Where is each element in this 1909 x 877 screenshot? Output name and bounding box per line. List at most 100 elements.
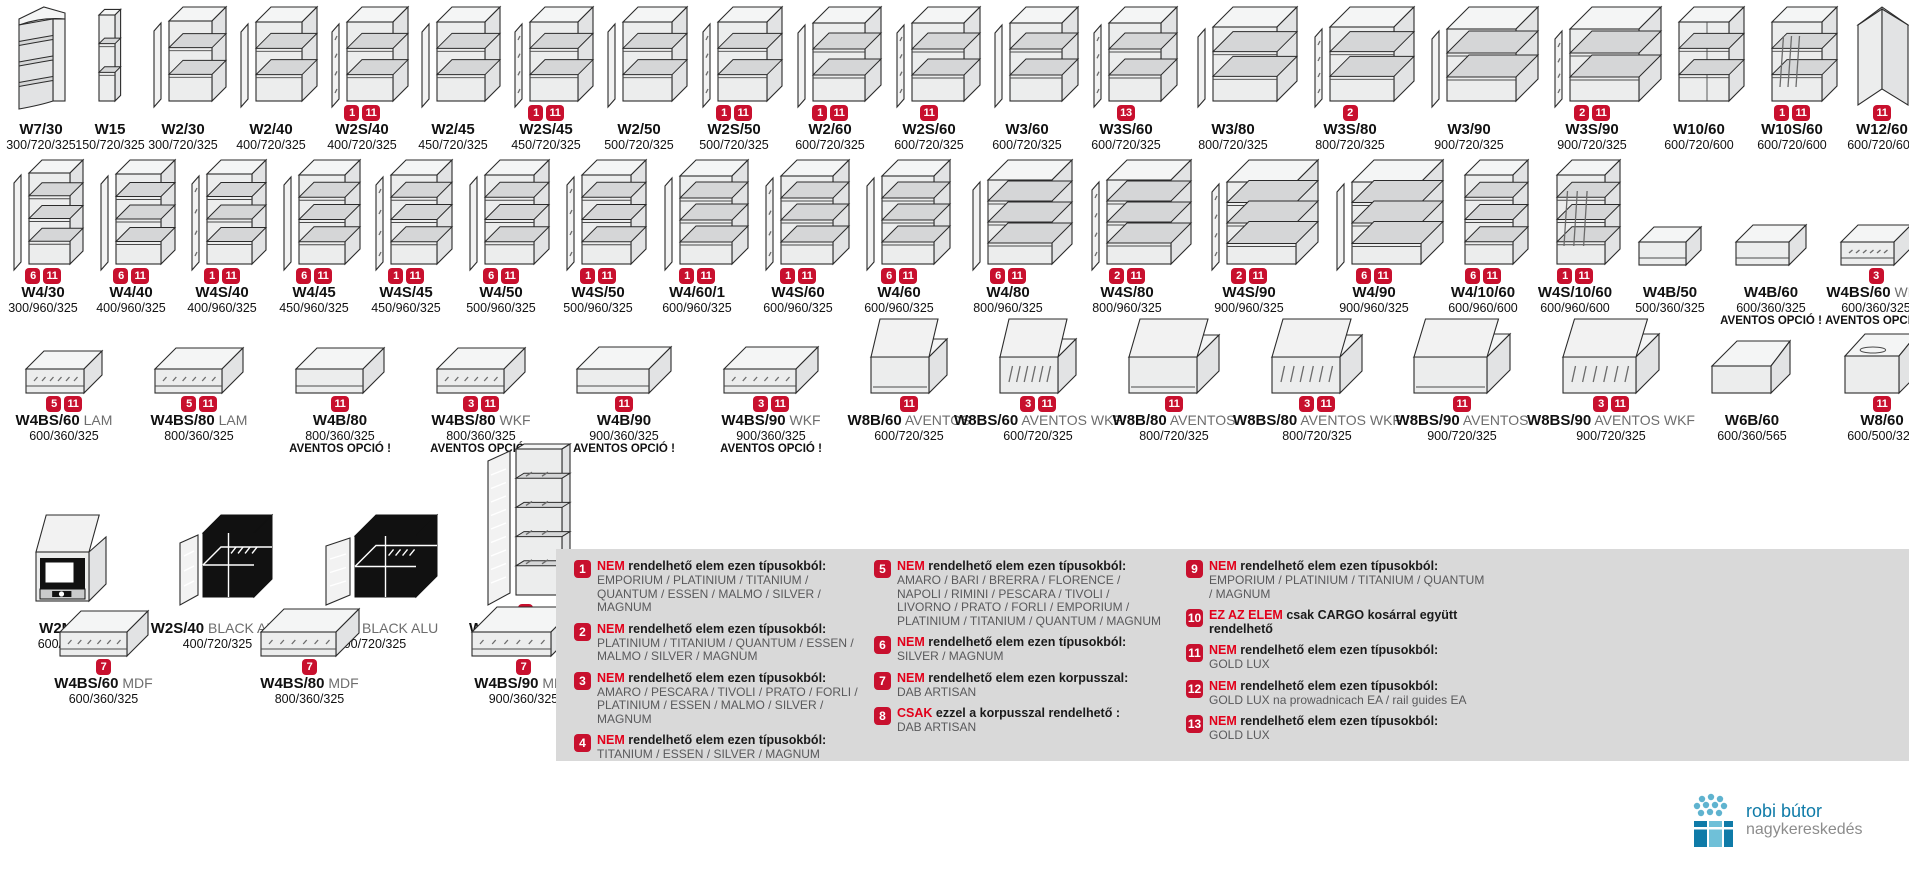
legend-badge[interactable]: 13 xyxy=(1186,715,1203,733)
restriction-badge[interactable]: 11 xyxy=(43,268,61,284)
restriction-badge[interactable]: 5 xyxy=(46,396,62,412)
product-cell[interactable]: 3 11 W8BS/80 AVENTOS WKF 800/720/325 xyxy=(1233,300,1401,443)
product-cell[interactable]: W6B/60 600/360/565 xyxy=(1688,300,1816,443)
restriction-badge[interactable]: 11 xyxy=(314,268,332,284)
product-cell[interactable]: 2 11 W4S/80 800/960/325 xyxy=(1069,152,1193,315)
restriction-badge[interactable]: 11 xyxy=(1127,268,1145,284)
restriction-badge[interactable]: 11 xyxy=(331,396,349,412)
restriction-badge[interactable]: 3 xyxy=(1020,396,1036,412)
product-cell[interactable]: W10/60 600/720/600 xyxy=(1654,4,1746,152)
restriction-badge[interactable]: 11 xyxy=(1453,396,1471,412)
restriction-badge[interactable]: 11 xyxy=(199,396,217,412)
restriction-badge[interactable]: 1 xyxy=(812,105,828,121)
restriction-badge[interactable]: 7 xyxy=(96,659,111,675)
restriction-badge[interactable]: 6 xyxy=(1356,268,1372,284)
product-cell[interactable]: 6 11 W4/10/60 600/960/600 xyxy=(1438,152,1530,315)
product-cell[interactable]: 1 11 W2/60 600/720/325 xyxy=(782,4,883,152)
product-cell[interactable]: 1 11 W2S/50 500/720/325 xyxy=(688,4,784,152)
restriction-badge[interactable]: 1 xyxy=(528,105,544,121)
restriction-badge[interactable]: 11 xyxy=(1317,396,1335,412)
product-cell[interactable]: 3 11 W8BS/60 AVENTOS WKF 600/720/325 xyxy=(954,300,1122,443)
restriction-badge[interactable]: 11 xyxy=(830,105,848,121)
product-cell[interactable]: 5 11 W4BS/80 LAM 800/360/325 xyxy=(131,300,267,443)
product-cell[interactable]: 6 11 W4/40 400/960/325 xyxy=(87,152,177,315)
product-cell[interactable]: 1 11 W2S/45 450/720/325 xyxy=(501,4,595,152)
restriction-badge[interactable]: 6 xyxy=(1465,268,1481,284)
restriction-badge[interactable]: 11 xyxy=(798,268,816,284)
restriction-badge[interactable]: 11 xyxy=(615,396,633,412)
restriction-badge[interactable]: 11 xyxy=(920,105,938,121)
legend-badge[interactable]: 9 xyxy=(1186,560,1203,578)
legend-badge[interactable]: 10 xyxy=(1186,609,1203,627)
restriction-badge[interactable]: 3 xyxy=(753,396,769,412)
restriction-badge[interactable]: 5 xyxy=(181,396,197,412)
restriction-badge[interactable]: 3 xyxy=(1593,396,1609,412)
product-cell[interactable]: 1 11 W2S/40 400/720/325 xyxy=(318,4,410,152)
product-cell[interactable]: 11 W8B/60 AVENTOS 600/720/325 xyxy=(847,300,971,443)
product-cell[interactable]: 3 11 W4BS/90 WKF 900/360/325 AVENTOS OPCIÓ ! xyxy=(700,300,842,456)
restriction-badge[interactable]: 6 xyxy=(25,268,41,284)
restriction-badge[interactable]: 11 xyxy=(1792,105,1810,121)
product-cell[interactable]: 3 11 W4BS/80 WKF 800/360/325 AVENTOS OPCIÓ ! xyxy=(413,300,549,456)
product-cell[interactable]: 6 11 W4/80 800/960/325 xyxy=(950,152,1074,315)
restriction-badge[interactable]: 11 xyxy=(546,105,564,121)
restriction-badge[interactable]: 11 xyxy=(1165,396,1183,412)
restriction-badge[interactable]: 1 xyxy=(1557,268,1573,284)
product-cell[interactable]: 1 11 W4S/50 500/960/325 xyxy=(551,152,648,315)
restriction-badge[interactable]: 13 xyxy=(1117,105,1135,121)
product-cell[interactable]: 11 W2S/60 600/720/325 xyxy=(881,4,982,152)
product-cell[interactable]: W2/50 500/720/325 xyxy=(593,4,689,152)
product-cell[interactable]: 11 W4B/80 800/360/325 AVENTOS OPCIÓ ! xyxy=(272,300,408,456)
legend-badge[interactable]: 11 xyxy=(1186,644,1203,662)
legend-badge[interactable]: 4 xyxy=(574,734,591,752)
product-cell[interactable]: 2 W3S/80 800/720/325 xyxy=(1293,4,1416,152)
product-cell[interactable]: 11 W4B/90 900/360/325 AVENTOS OPCIÓ ! xyxy=(553,300,695,456)
restriction-badge[interactable]: 1 xyxy=(679,268,695,284)
product-cell[interactable]: 2 11 W4S/90 900/960/325 xyxy=(1188,152,1320,315)
restriction-badge[interactable]: 2 xyxy=(1342,105,1358,121)
restriction-badge[interactable]: 11 xyxy=(222,268,240,284)
restriction-badge[interactable]: 11 xyxy=(1249,268,1267,284)
restriction-badge[interactable]: 11 xyxy=(1575,268,1593,284)
restriction-badge[interactable]: 2 xyxy=(1574,105,1590,121)
restriction-badge[interactable]: 11 xyxy=(1592,105,1610,121)
restriction-badge[interactable]: 6 xyxy=(296,268,312,284)
restriction-badge[interactable]: 11 xyxy=(131,268,149,284)
product-cell[interactable]: 6 11 W4/45 450/960/325 xyxy=(269,152,362,315)
restriction-badge[interactable]: 11 xyxy=(697,268,715,284)
restriction-badge[interactable]: 6 xyxy=(881,268,897,284)
legend-badge[interactable]: 7 xyxy=(874,671,891,690)
product-cell[interactable]: 5 11 W4BS/60 LAM 600/360/325 xyxy=(2,300,126,443)
legend-badge[interactable]: 3 xyxy=(574,671,591,690)
restriction-badge[interactable]: 11 xyxy=(1008,268,1026,284)
restriction-badge[interactable]: 11 xyxy=(1873,105,1891,121)
restriction-badge[interactable]: 11 xyxy=(1611,396,1629,412)
product-cell[interactable]: 3 11 W8BS/90 AVENTOS WKF 900/720/325 xyxy=(1527,300,1695,443)
restriction-badge[interactable]: 11 xyxy=(1038,396,1056,412)
product-cell[interactable]: W2/30 300/720/325 xyxy=(141,4,228,152)
restriction-badge[interactable]: 11 xyxy=(501,268,519,284)
product-cell[interactable]: W15 150/720/325 xyxy=(75,4,145,152)
restriction-badge[interactable]: 1 xyxy=(388,268,404,284)
restriction-badge[interactable]: 11 xyxy=(771,396,789,412)
legend-badge[interactable]: 12 xyxy=(1186,679,1203,698)
restriction-badge[interactable]: 11 xyxy=(64,396,82,412)
restriction-badge[interactable]: 11 xyxy=(406,268,424,284)
product-cell[interactable]: W7/30 300/720/325 xyxy=(2,4,80,152)
product-cell[interactable]: 6 11 W4/60 600/960/325 xyxy=(850,152,952,315)
product-cell[interactable]: W3/60 600/720/325 xyxy=(979,4,1080,152)
restriction-badge[interactable]: 11 xyxy=(734,105,752,121)
product-cell[interactable]: 6 11 W4/30 300/960/325 xyxy=(2,152,85,315)
product-cell[interactable]: W2/40 400/720/325 xyxy=(227,4,319,152)
restriction-badge[interactable]: 11 xyxy=(481,396,499,412)
product-cell[interactable]: W2/45 450/720/325 xyxy=(408,4,502,152)
legend-badge[interactable]: 6 xyxy=(874,636,891,654)
restriction-badge[interactable]: 6 xyxy=(113,268,129,284)
product-cell[interactable]: 13 W3S/60 600/720/325 xyxy=(1078,4,1179,152)
product-cell[interactable]: W4B/60 600/360/325 AVENTOS OPCIÓ ! xyxy=(1720,152,1822,328)
restriction-badge[interactable]: 6 xyxy=(990,268,1006,284)
product-cell[interactable]: 1 11 W4S/40 400/960/325 xyxy=(178,152,268,315)
restriction-badge[interactable]: 11 xyxy=(900,396,918,412)
